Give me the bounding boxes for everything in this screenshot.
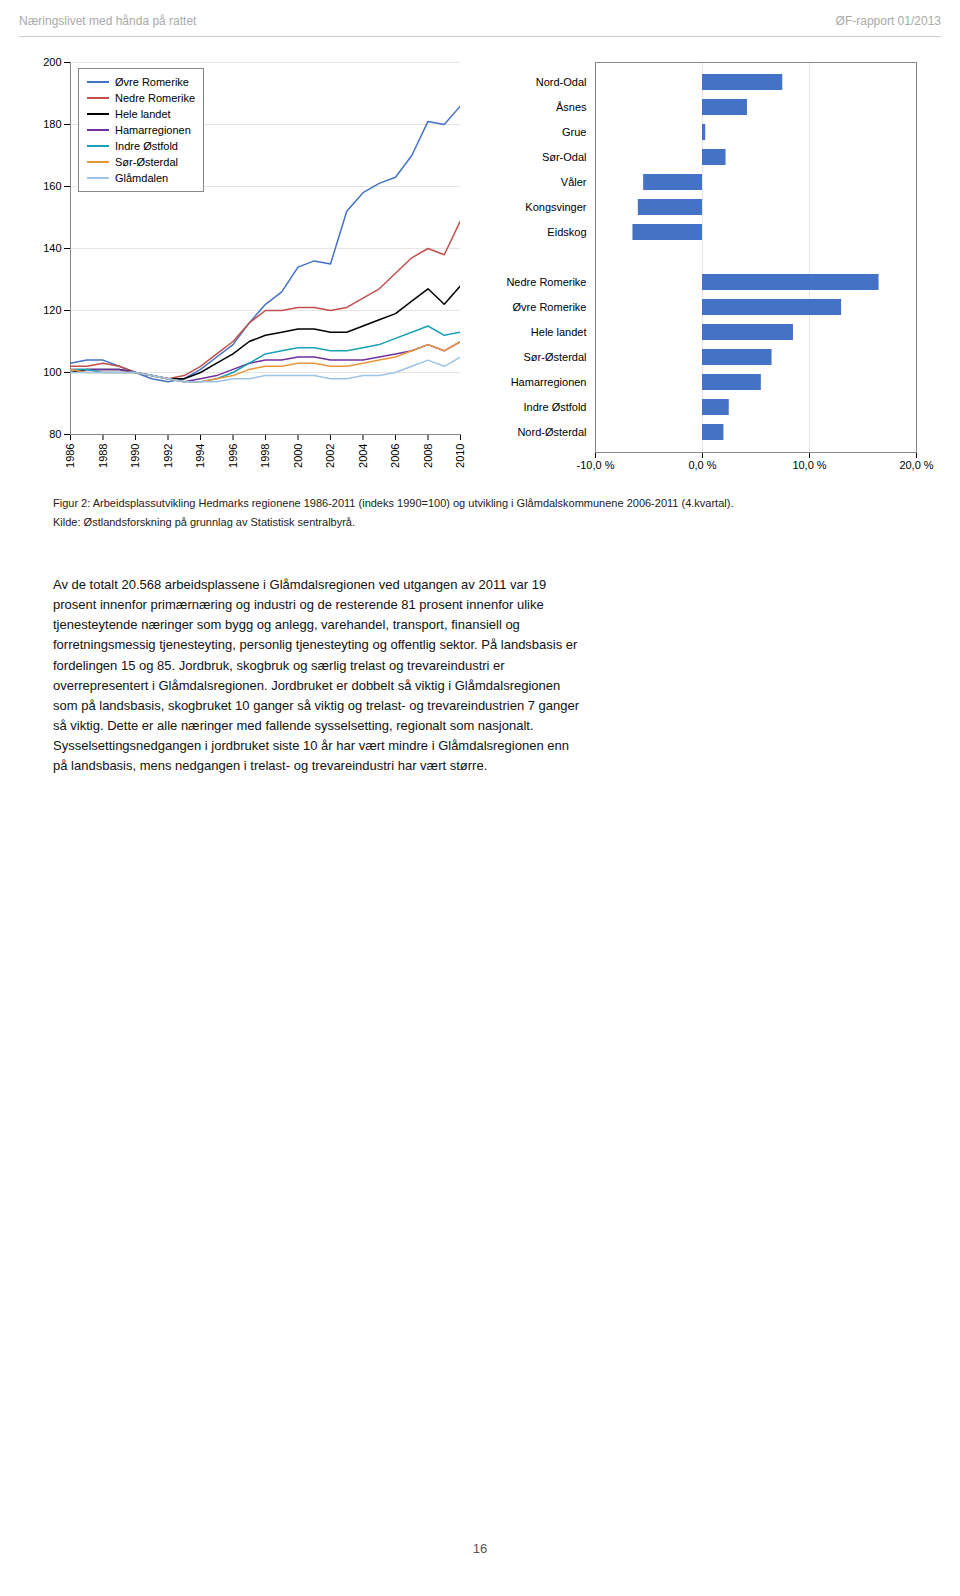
svg-text:1996: 1996 — [227, 444, 239, 468]
svg-text:2000: 2000 — [292, 444, 304, 468]
svg-text:Grue: Grue — [562, 126, 586, 138]
svg-text:2004: 2004 — [357, 444, 369, 468]
svg-text:0,0 %: 0,0 % — [688, 459, 716, 471]
html-text:Kilde: Østlandsforskning på gr: Kilde: Østlandsforskning på grunnlag av … — [53, 516, 355, 529]
svg-text:1992: 1992 — [162, 444, 174, 468]
html-text:Hamarregionen: Hamarregionen — [115, 124, 191, 136]
svg-text:Eidskog: Eidskog — [547, 226, 586, 238]
svg-text:100: 100 — [43, 366, 61, 378]
html-text:Nedre Romerike: Nedre Romerike — [115, 92, 196, 104]
svg-text:1988: 1988 — [97, 444, 109, 468]
html-text:Næringslivet med hånda på ratt: Næringslivet med hånda på rattet — [19, 14, 197, 28]
svg-text:2002: 2002 — [324, 444, 336, 468]
svg-text:Indre Østfold: Indre Østfold — [524, 401, 587, 413]
svg-text:Nedre Romerike: Nedre Romerike — [506, 276, 586, 288]
html-text:Indre Østfold: Indre Østfold — [115, 140, 178, 152]
html-text:Glåmdalen: Glåmdalen — [115, 172, 169, 184]
svg-text:180: 180 — [43, 118, 61, 130]
svg-text:Sør-Østerdal: Sør-Østerdal — [524, 351, 587, 363]
svg-text:Nord-Østerdal: Nord-Østerdal — [517, 426, 586, 438]
svg-text:80: 80 — [49, 428, 61, 440]
svg-text:Kongsvinger: Kongsvinger — [525, 201, 586, 213]
svg-text:Øvre Romerike: Øvre Romerike — [513, 301, 587, 313]
html-text:Av de totalt 20.568 arbeidspla: Av de totalt 20.568 arbeidsplassene i Gl… — [53, 577, 580, 774]
svg-text:Sør-Odal: Sør-Odal — [542, 151, 587, 163]
svg-text:1990: 1990 — [129, 444, 141, 468]
html-text:ØF-rapport 01/2013: ØF-rapport 01/2013 — [835, 14, 941, 28]
html-text:Hele landet: Hele landet — [115, 108, 171, 120]
html-text:Sør-Østerdal: Sør-Østerdal — [115, 156, 178, 168]
svg-text:140: 140 — [43, 242, 61, 254]
svg-text:160: 160 — [43, 180, 61, 192]
svg-text:Våler: Våler — [561, 176, 587, 188]
svg-text:Åsnes: Åsnes — [556, 101, 587, 113]
svg-text:2006: 2006 — [389, 444, 401, 468]
svg-text:1986: 1986 — [64, 444, 76, 468]
svg-text:2010: 2010 — [454, 444, 466, 468]
html-text:Øvre Romerike: Øvre Romerike — [115, 76, 189, 88]
svg-text:200: 200 — [43, 56, 61, 68]
svg-text:-10,0 %: -10,0 % — [577, 459, 615, 471]
svg-text:1994: 1994 — [194, 444, 206, 468]
svg-text:Hamarregionen: Hamarregionen — [511, 376, 587, 388]
svg-text:Hele landet: Hele landet — [531, 326, 587, 338]
svg-text:Nord-Odal: Nord-Odal — [536, 76, 587, 88]
svg-text:20,0 %: 20,0 % — [899, 459, 933, 471]
html-text:16: 16 — [472, 1541, 488, 1556]
svg-text:2008: 2008 — [422, 444, 434, 468]
html-text:Figur 2: Arbeidsplassutvikling: Figur 2: Arbeidsplassutvikling Hedmarks … — [53, 497, 734, 509]
svg-text:1998: 1998 — [259, 444, 271, 468]
svg-text:120: 120 — [43, 304, 61, 316]
svg-text:10,0 %: 10,0 % — [792, 459, 826, 471]
